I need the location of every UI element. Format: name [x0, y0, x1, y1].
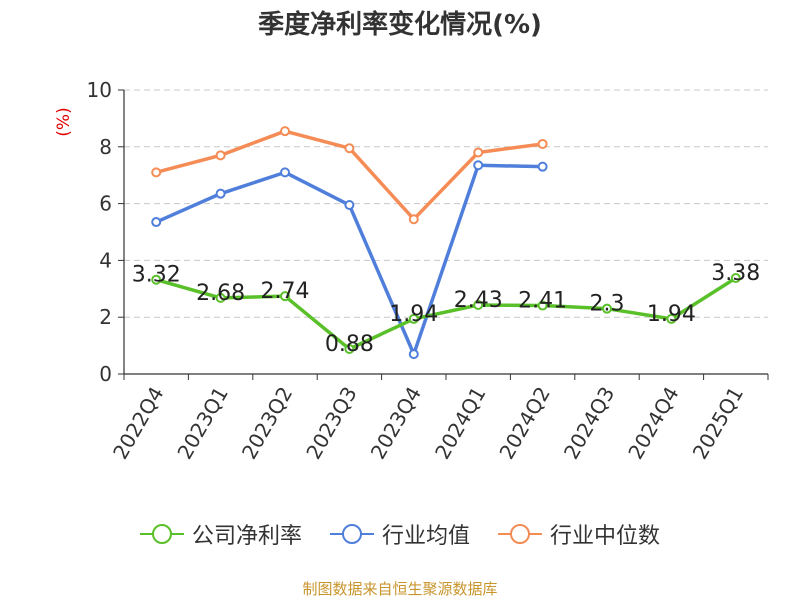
data-point — [280, 291, 290, 302]
legend-item-series-1[interactable]: 行业均值 — [329, 518, 470, 550]
data-label: 0.88 — [325, 332, 374, 357]
data-label: 2.3 — [590, 292, 625, 317]
data-label: 3.32 — [132, 263, 181, 288]
x-tick-label: 2022Q4 — [108, 383, 168, 464]
legend-label: 公司净利率 — [191, 524, 302, 549]
data-point — [408, 313, 419, 324]
data-point — [344, 344, 355, 355]
legend-item-series-2[interactable]: 行业中位数 — [498, 518, 660, 550]
data-point — [473, 299, 484, 310]
legend-item-series-0[interactable]: 公司净利率 — [139, 518, 302, 550]
legend-label: 行业均值 — [381, 524, 470, 549]
data-point — [280, 167, 290, 178]
x-tick-label: 2023Q2 — [237, 383, 297, 464]
data-point — [344, 200, 355, 211]
chart-title: 季度净利率变化情况(%) — [258, 10, 542, 40]
y-tick-label: 2 — [99, 305, 112, 329]
data-point — [537, 161, 548, 172]
data-label: 1.94 — [389, 302, 438, 327]
legend: 公司净利率 行业均值 行业中位数 — [0, 518, 800, 550]
data-label: 2.74 — [261, 279, 310, 304]
x-tick-label: 2023Q4 — [366, 383, 426, 464]
legend-label: 行业中位数 — [550, 524, 661, 549]
data-point — [408, 214, 419, 225]
x-tick-label: 2023Q3 — [301, 383, 361, 464]
data-label: 1.94 — [647, 302, 696, 327]
data-label: 2.43 — [454, 288, 503, 313]
legend-marker-icon — [498, 524, 542, 544]
data-label: 3.38 — [711, 261, 760, 286]
x-tick-label: 2024Q3 — [559, 383, 619, 464]
series-line — [155, 163, 543, 356]
data-point — [215, 150, 226, 161]
data-point — [215, 188, 226, 199]
data-point — [151, 274, 162, 285]
y-tick-label: 0 — [99, 362, 112, 386]
data-point — [730, 273, 741, 284]
data-point — [344, 143, 355, 154]
data-label: 2.68 — [196, 281, 245, 306]
source-footer: 制图数据来自恒生聚源数据库 — [302, 580, 498, 598]
x-tick-label: 2024Q4 — [623, 383, 683, 464]
data-point — [280, 126, 290, 137]
data-point — [151, 217, 162, 228]
data-point — [666, 313, 677, 324]
data-point — [537, 300, 548, 311]
data-point — [473, 160, 484, 171]
legend-marker-icon — [139, 524, 184, 544]
legend-marker-icon — [329, 524, 374, 544]
y-tick-label: 4 — [99, 248, 112, 272]
x-tick-label: 2024Q1 — [430, 383, 490, 464]
y-tick-label: 6 — [99, 192, 112, 216]
data-point — [215, 292, 226, 303]
data-point — [151, 167, 162, 178]
data-label: 2.41 — [518, 289, 567, 314]
data-point — [537, 138, 548, 149]
y-tick-label: 10 — [87, 78, 112, 102]
data-point — [473, 147, 484, 158]
x-tick-label: 2025Q1 — [688, 383, 748, 464]
data-point — [408, 349, 419, 360]
y-tick-label: 8 — [99, 135, 112, 159]
x-tick-label: 2023Q1 — [172, 383, 232, 464]
data-point — [602, 303, 612, 314]
x-tick-label: 2024Q2 — [494, 383, 554, 464]
series-line — [155, 276, 737, 351]
